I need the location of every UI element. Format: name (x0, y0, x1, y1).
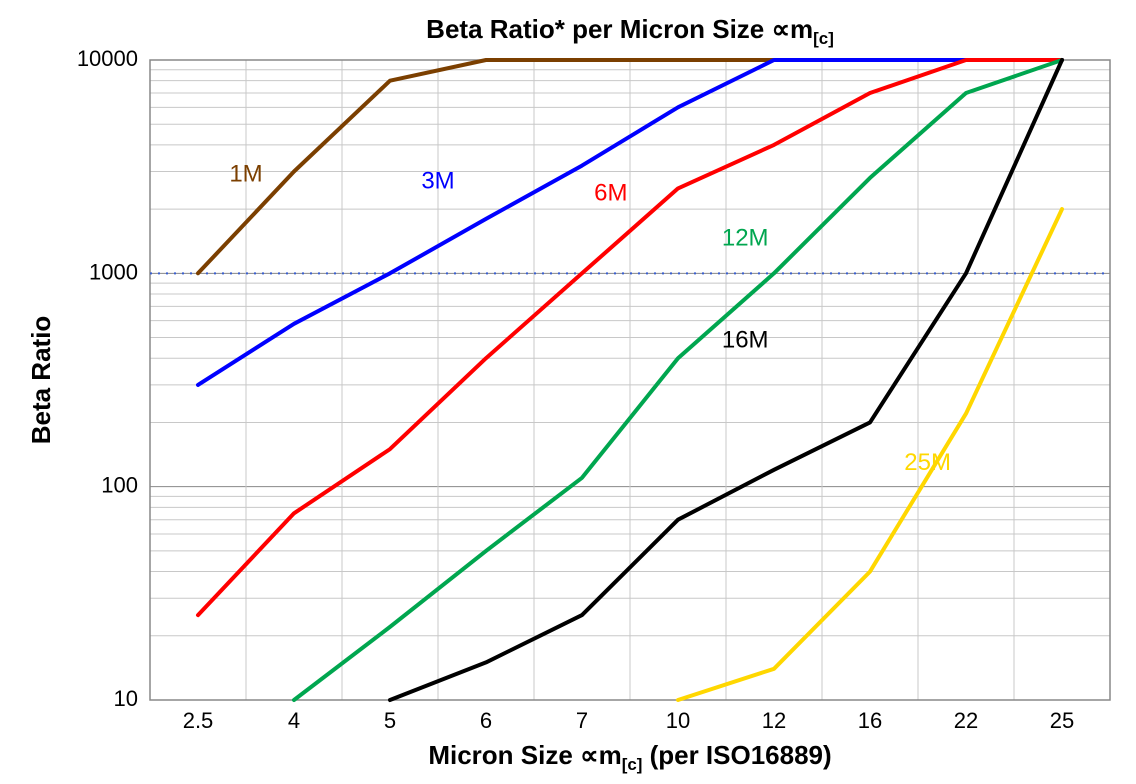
series-label-12m: 12M (722, 225, 769, 252)
x-tick-label: 25 (1050, 708, 1074, 733)
y-tick-label: 10000 (77, 46, 138, 71)
y-tick-label: 1000 (89, 259, 138, 284)
x-tick-label: 16 (858, 708, 882, 733)
beta-ratio-chart: 1M 3M 6M 12M 16M 25M 10 100 1000 10000 2.5 4 5 6 7 10 12… (0, 0, 1136, 784)
x-tick-label: 4 (288, 708, 300, 733)
x-tick-label: 22 (954, 708, 978, 733)
x-tick-label: 10 (666, 708, 690, 733)
series-label-25m: 25M (904, 449, 951, 476)
x-tick-label: 6 (480, 708, 492, 733)
x-tick-label: 12 (762, 708, 786, 733)
background (0, 0, 1136, 784)
y-tick-label: 100 (101, 473, 138, 498)
y-tick-label: 10 (114, 686, 138, 711)
chart-container: 1M 3M 6M 12M 16M 25M 10 100 1000 10000 2.5 4 5 6 7 10 12… (0, 0, 1136, 784)
x-tick-label: 7 (576, 708, 588, 733)
y-axis-label: Beta Ratio (26, 316, 56, 445)
x-tick-label: 5 (384, 708, 396, 733)
chart-title: Beta Ratio* per Micron Size ∝m[c] (426, 14, 834, 48)
series-label-1m: 1M (229, 160, 262, 187)
x-tick-label: 2.5 (183, 708, 214, 733)
series-label-16m: 16M (722, 326, 769, 353)
series-label-6m: 6M (594, 179, 627, 206)
series-label-3m: 3M (421, 167, 454, 194)
